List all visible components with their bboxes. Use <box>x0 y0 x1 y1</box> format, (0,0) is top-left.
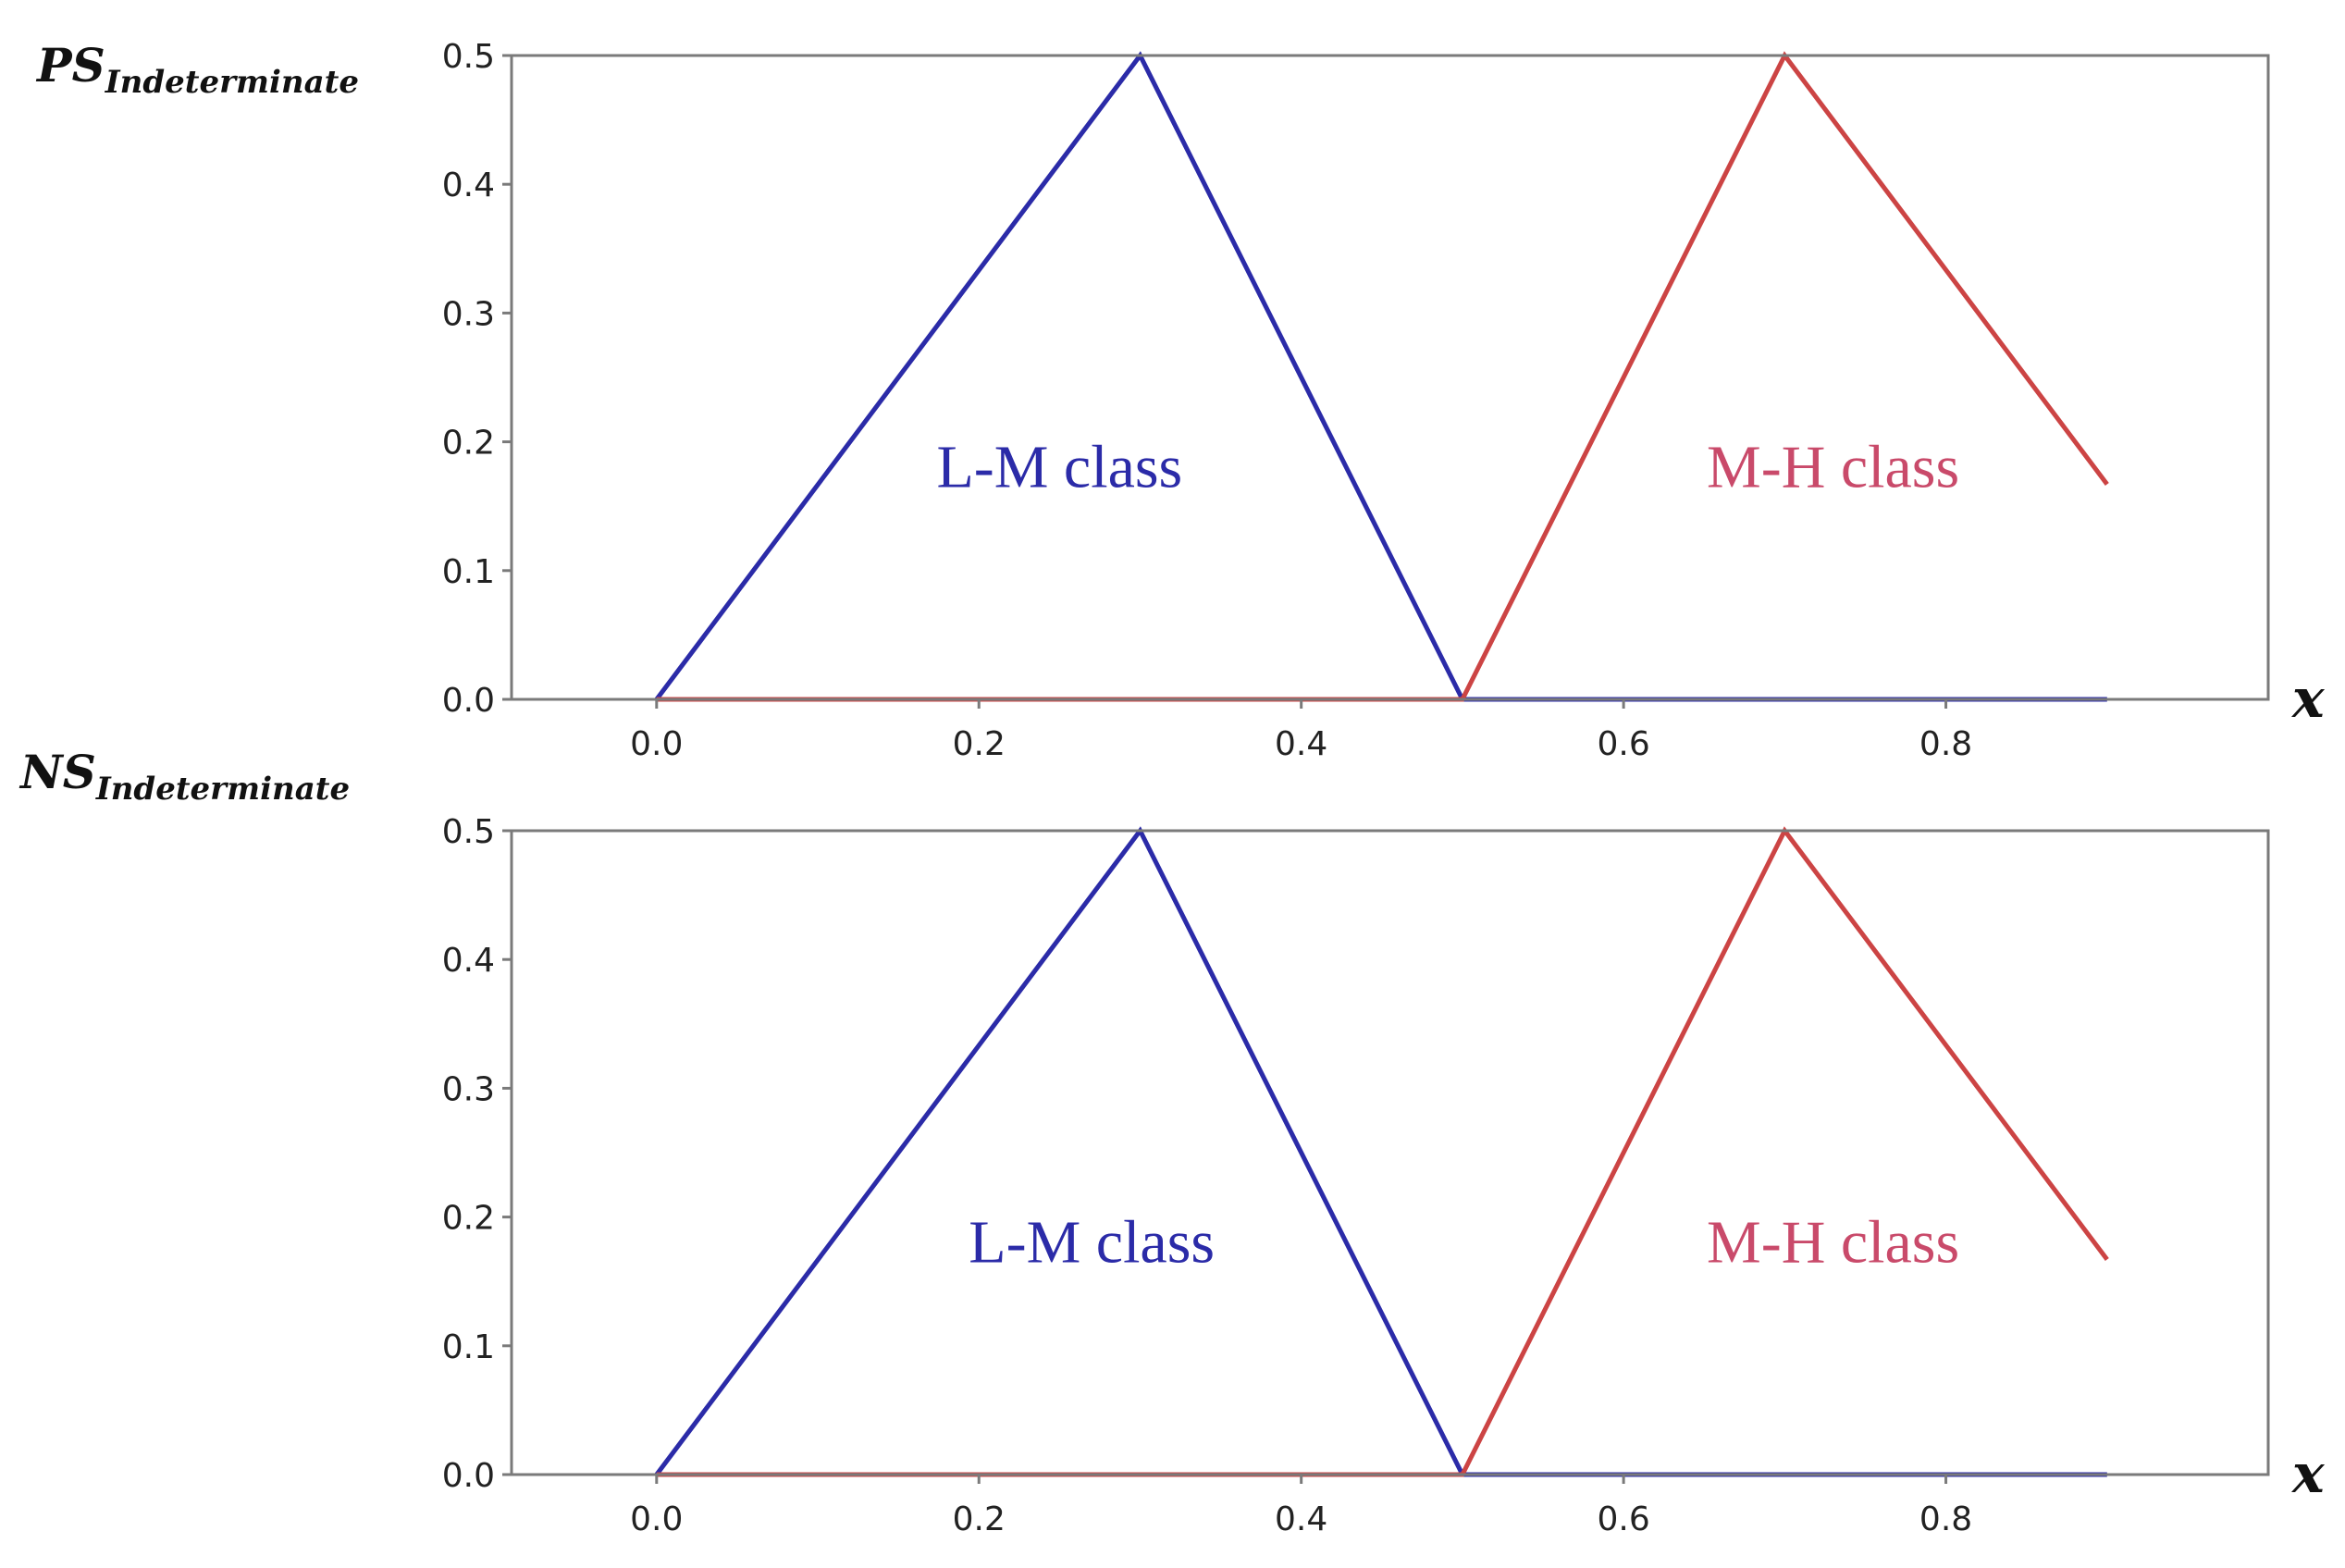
y-tick-label: 0.1 <box>442 1328 495 1366</box>
x-tick-label: 0.6 <box>1597 1500 1649 1538</box>
annotation-lm-class: L-M class <box>936 433 1182 500</box>
annotation-mh-class: M-H class <box>1707 1208 1959 1276</box>
y-tick-label: 0.4 <box>442 942 495 980</box>
x-tick-label: 0.0 <box>630 725 683 763</box>
x-tick-label: 0.4 <box>1275 725 1327 763</box>
annotation-lm-class: L-M class <box>969 1208 1215 1276</box>
x-tick-label: 0.4 <box>1275 1500 1327 1538</box>
series-line-mh <box>656 51 2109 702</box>
series-line-mh <box>656 826 2109 1477</box>
y-tick-label: 0.3 <box>442 295 495 333</box>
y-tick-label: 0.2 <box>442 425 495 463</box>
y-axis-label-main: NS <box>19 745 96 799</box>
y-axis-label-subscript: Indeterminate <box>105 64 359 101</box>
y-tick-label: 0.3 <box>442 1070 495 1108</box>
y-tick-label: 0.0 <box>442 682 495 720</box>
plot-frame <box>510 829 2270 1476</box>
series-line-lm <box>654 51 2107 702</box>
y-tick-label: 0.5 <box>442 813 495 851</box>
x-tick-label: 0.2 <box>953 1500 1006 1538</box>
bottom-panel-ns-indeterminate: 0.0 0.1 0.2 0.3 0.4 0.5 0.0 0.2 0.4 0.6 0.8 L-M cla… <box>19 745 2326 1538</box>
plot-frame <box>510 54 2270 701</box>
y-tick-label: 0.2 <box>442 1200 495 1238</box>
series-line-lm <box>654 826 2107 1477</box>
y-axis-label-main: PS <box>35 38 105 93</box>
y-axis-label-subscript: Indeterminate <box>95 771 350 808</box>
x-tick-label: 0.0 <box>630 1500 683 1538</box>
y-tick-label: 0.0 <box>442 1457 495 1495</box>
x-axis-label: x <box>2290 667 2326 730</box>
x-tick-label: 0.6 <box>1597 725 1649 763</box>
y-tick-label: 0.4 <box>442 167 495 204</box>
y-tick-label: 0.5 <box>442 38 495 76</box>
y-axis-label: NSIndeterminate <box>19 745 350 808</box>
y-axis-label: PSIndeterminate <box>35 38 359 101</box>
annotation-mh-class: M-H class <box>1707 433 1959 500</box>
y-tick-label: 0.1 <box>442 553 495 591</box>
x-axis-label: x <box>2290 1442 2326 1505</box>
x-tick-label: 0.8 <box>1919 725 1972 763</box>
top-panel-ps-indeterminate: 0.0 0.1 0.2 0.3 0.4 0.5 0.0 0.2 0.4 0.6 0.8 L-M cla… <box>35 38 2326 763</box>
x-tick-label: 0.8 <box>1919 1500 1972 1538</box>
x-tick-label: 0.2 <box>953 725 1006 763</box>
